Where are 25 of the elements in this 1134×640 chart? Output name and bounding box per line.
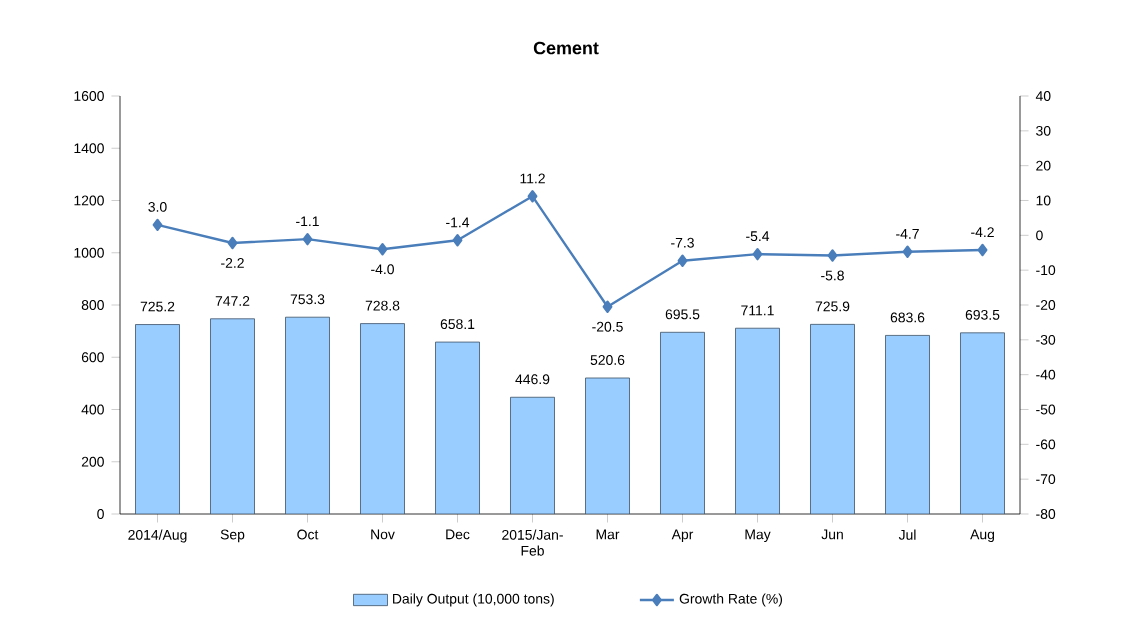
bar	[810, 323, 855, 514]
bar	[135, 324, 180, 514]
point	[902, 245, 913, 258]
bar	[885, 335, 930, 514]
bar	[435, 341, 480, 514]
point	[377, 243, 388, 256]
bar	[360, 323, 405, 514]
point	[452, 234, 463, 247]
point	[677, 254, 688, 267]
bar	[585, 377, 630, 514]
point	[977, 243, 988, 257]
chart-title: Cement	[533, 41, 599, 55]
bar	[210, 318, 255, 514]
point	[527, 190, 538, 203]
point	[752, 247, 763, 261]
bar	[660, 331, 705, 514]
point	[152, 218, 163, 232]
bar	[960, 332, 1005, 514]
point	[227, 236, 238, 250]
point	[602, 300, 613, 313]
bar	[510, 396, 555, 514]
point	[302, 232, 313, 246]
bar	[735, 327, 780, 514]
bar	[285, 316, 330, 514]
point	[827, 249, 838, 262]
